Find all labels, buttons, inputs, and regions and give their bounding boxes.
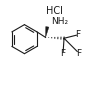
Text: F: F (61, 49, 66, 58)
Text: NH₂: NH₂ (51, 17, 68, 26)
Text: F: F (76, 49, 81, 58)
Text: HCl: HCl (46, 6, 63, 16)
Text: F: F (76, 30, 81, 39)
Polygon shape (46, 27, 49, 37)
